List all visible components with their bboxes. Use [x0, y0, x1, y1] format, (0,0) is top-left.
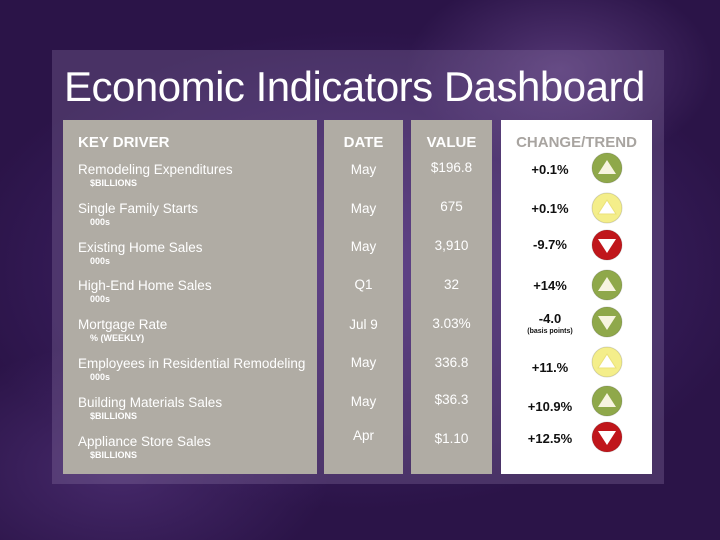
- value-cell: 336.8: [434, 355, 469, 370]
- change-trend-column: CHANGE/TREND +0.1% +0.1% -9.7% +14% -4.0 (bas…: [501, 120, 652, 474]
- key-driver-name: Mortgage Rate: [78, 317, 168, 332]
- arrow-up-icon: [591, 269, 623, 301]
- key-driver-name: Single Family Starts: [78, 201, 199, 216]
- change-value: +11.%: [531, 360, 569, 375]
- key-driver-name: Building Materials Sales: [78, 395, 223, 410]
- key-driver-name: Appliance Store Sales: [78, 434, 211, 449]
- page-title: Economic Indicators Dashboard: [64, 63, 645, 110]
- value-cell: 32: [443, 277, 460, 292]
- key-driver-name: Existing Home Sales: [78, 240, 203, 255]
- value-cell: $1.10: [434, 431, 469, 446]
- key-driver-name: Remodeling Expenditures: [78, 162, 233, 177]
- change-value: -4.0: [538, 311, 562, 326]
- value-cell: 675: [440, 199, 463, 214]
- date-column: DATE May May May Q1 Jul 9 May May Apr: [324, 120, 403, 474]
- value-cell: 3.03%: [432, 316, 471, 331]
- key-driver-name: High-End Home Sales: [78, 278, 212, 293]
- date-cell: May: [350, 162, 377, 177]
- value-cell: $36.3: [434, 392, 469, 407]
- key-driver-unit: % (WEEKLY): [90, 333, 145, 343]
- date-header: DATE: [343, 134, 384, 151]
- key-driver-unit: 000s: [90, 294, 111, 304]
- date-cell: May: [350, 239, 377, 254]
- date-cell: May: [350, 394, 377, 409]
- date-cell: Jul 9: [349, 317, 378, 332]
- change-value: +12.5%: [527, 431, 573, 446]
- value-cell: 3,910: [434, 238, 469, 253]
- date-cell: May: [350, 201, 377, 216]
- arrow-up-icon: [591, 192, 623, 224]
- date-cell: May: [350, 355, 377, 370]
- value-header: VALUE: [426, 134, 477, 151]
- change-value: +10.9%: [527, 399, 573, 414]
- change-value: +0.1%: [531, 162, 569, 177]
- key-driver-unit: $BILLIONS: [90, 178, 138, 188]
- date-cell: Q1: [354, 277, 373, 292]
- value-column: VALUE $196.8 675 3,910 32 3.03% 336.8 $36.3 $1.…: [411, 120, 492, 474]
- change-value: +14%: [533, 278, 567, 293]
- key-driver-header: KEY DRIVER: [78, 134, 170, 151]
- arrow-down-icon: [591, 306, 623, 338]
- date-cell: Apr: [352, 428, 374, 443]
- arrow-up-icon: [591, 346, 623, 378]
- value-cell: $196.8: [430, 160, 473, 175]
- key-driver-column: KEY DRIVER Remodeling Expenditures $BILLI…: [63, 120, 317, 474]
- arrow-down-icon: [591, 229, 623, 261]
- key-driver-unit: $BILLIONS: [90, 450, 138, 460]
- arrow-up-icon: [591, 385, 623, 417]
- arrow-up-icon: [591, 152, 623, 184]
- change-note: (basis points): [527, 328, 573, 335]
- key-driver-unit: $BILLIONS: [90, 411, 138, 421]
- arrow-down-icon: [591, 421, 623, 453]
- change-trend-header: CHANGE/TREND: [516, 134, 637, 151]
- change-value: +0.1%: [531, 201, 569, 216]
- change-value: -9.7%: [533, 237, 567, 252]
- key-driver-unit: 000s: [90, 256, 111, 266]
- key-driver-unit: 000s: [90, 372, 111, 382]
- key-driver-name: Employees in Residential Remodeling: [78, 356, 306, 371]
- key-driver-unit: 000s: [90, 217, 111, 227]
